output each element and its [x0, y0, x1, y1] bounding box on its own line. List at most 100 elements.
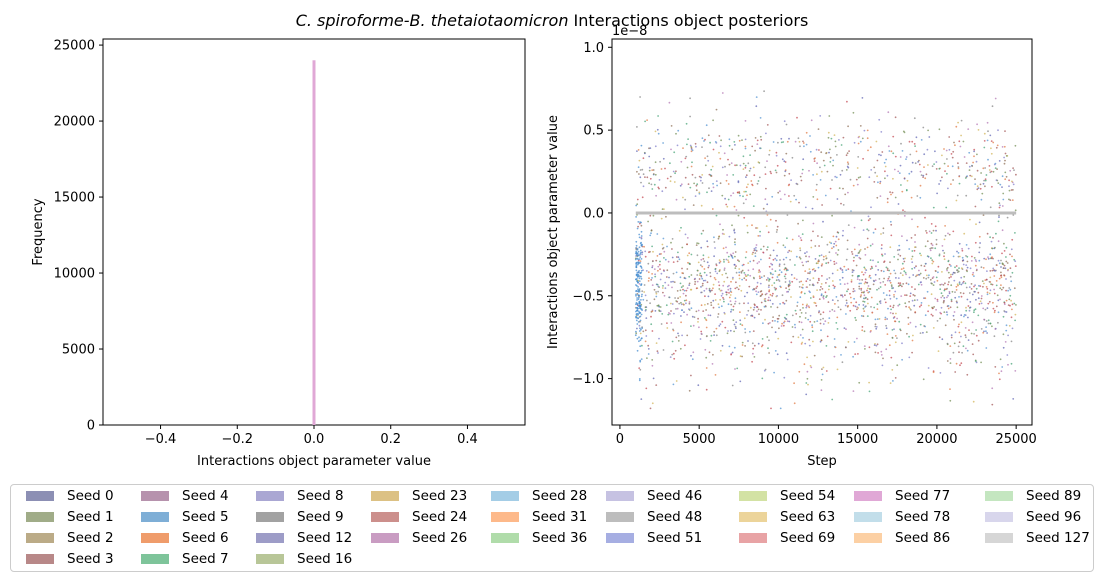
scatter-point — [697, 261, 700, 264]
scatter-point — [866, 246, 869, 249]
scatter-point — [789, 200, 792, 203]
legend-item: Seed 24 — [371, 508, 467, 526]
scatter-point — [797, 336, 800, 339]
scatter-point — [807, 272, 809, 274]
scatter-point — [812, 340, 814, 343]
scatter-point — [718, 284, 721, 287]
scatter-point — [806, 377, 809, 380]
scatter-point — [913, 249, 916, 252]
scatter-point — [700, 304, 703, 307]
scatter-point — [947, 307, 950, 310]
scatter-point — [829, 148, 831, 151]
scatter-point — [839, 267, 842, 270]
scatter-point — [709, 141, 711, 144]
scatter-point — [998, 277, 1001, 280]
scatter-point — [949, 399, 952, 402]
scatter-point — [924, 269, 927, 272]
scatter-point — [798, 140, 801, 143]
scatter-point — [863, 266, 866, 269]
histogram-x-ticks: −0.4 −0.2 0.0 0.2 0.4 — [145, 425, 478, 447]
scatter-point — [747, 269, 750, 272]
scatter-point — [649, 214, 652, 217]
scatter-point — [930, 232, 933, 234]
scatter-point — [883, 298, 886, 301]
scatter-point — [662, 237, 665, 240]
scatter-point — [809, 365, 812, 367]
scatter-point — [836, 316, 839, 319]
scatter-point — [719, 260, 722, 263]
scatter-point — [705, 326, 708, 329]
scatter-point — [898, 172, 901, 175]
scatter-point — [770, 172, 772, 175]
scatter-point — [783, 263, 786, 266]
scatter-point — [680, 321, 682, 324]
scatter-point — [722, 228, 724, 231]
scatter-point — [987, 319, 990, 322]
scatter-point — [658, 337, 660, 340]
scatter-point — [873, 166, 876, 169]
scatter-point — [998, 206, 1001, 209]
scatter-point — [728, 296, 731, 299]
scatter-point — [808, 272, 811, 275]
scatter-point — [689, 144, 692, 147]
scatter-point — [890, 193, 892, 196]
scatter-point — [860, 315, 863, 317]
scatter-point — [801, 341, 804, 344]
scatter-point — [637, 288, 639, 290]
scatter-point — [635, 316, 637, 319]
scatter-point — [781, 294, 784, 297]
scatter-point — [754, 137, 757, 139]
scatter-point — [634, 334, 637, 337]
scatter-point — [930, 313, 933, 316]
scatter-point — [828, 241, 831, 244]
scatter-point — [655, 194, 657, 197]
scatter-point — [806, 251, 808, 253]
scatter-point — [888, 290, 891, 292]
scatter-point — [834, 346, 837, 349]
scatter-point — [960, 276, 963, 279]
scatter-point — [688, 302, 691, 305]
scatter-point — [766, 214, 769, 216]
scatter-point — [645, 317, 648, 319]
scatter-point — [952, 314, 955, 317]
scatter-point — [937, 271, 939, 274]
scatter-point — [971, 255, 973, 258]
scatter-point — [932, 229, 935, 232]
scatter-point — [875, 344, 878, 347]
scatter-point — [640, 251, 642, 254]
scatter-point — [698, 326, 700, 329]
scatter-point — [768, 153, 771, 156]
scatter-point — [885, 294, 888, 296]
scatter-point — [658, 179, 661, 181]
scatter-point — [997, 129, 999, 132]
scatter-point — [873, 181, 876, 183]
scatter-point — [926, 290, 929, 293]
scatter-point — [900, 184, 902, 186]
scatter-point — [925, 232, 928, 234]
scatter-point — [657, 132, 660, 135]
scatter-point — [742, 263, 745, 266]
scatter-point — [1006, 216, 1009, 219]
scatter-point — [723, 267, 726, 270]
scatter-point — [858, 279, 861, 281]
scatter-point — [866, 287, 869, 290]
scatter-point — [795, 255, 798, 258]
scatter-point — [784, 281, 787, 283]
scatter-x-tick-label: 20000 — [916, 432, 957, 447]
scatter-point — [832, 164, 834, 167]
scatter-point — [639, 345, 642, 348]
scatter-point — [675, 308, 677, 310]
scatter-point — [808, 284, 811, 286]
legend-swatch — [854, 512, 882, 522]
scatter-point — [729, 287, 732, 290]
scatter-point — [1005, 324, 1008, 327]
scatter-point — [899, 328, 901, 331]
scatter-point — [879, 180, 882, 183]
scatter-point — [905, 294, 908, 297]
scatter-point — [920, 254, 922, 257]
scatter-point — [704, 157, 706, 160]
scatter-point — [640, 221, 642, 224]
scatter-point — [827, 288, 830, 291]
scatter-point — [963, 232, 966, 235]
scatter-point — [827, 301, 830, 303]
